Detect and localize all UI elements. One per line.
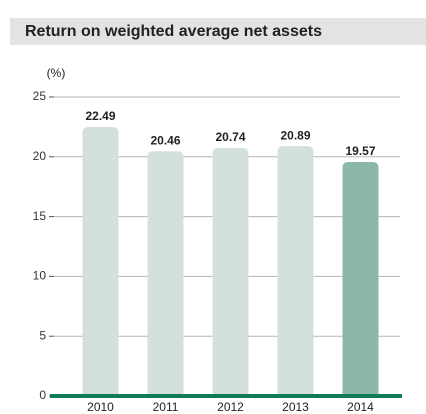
y-tick-label: 15: [33, 209, 47, 223]
bar: [342, 161, 379, 396]
value-label: 20.74: [215, 130, 245, 144]
y-tick-label: 10: [33, 269, 47, 283]
y-tick-label: 20: [33, 149, 47, 163]
x-tick-label: 2013: [282, 400, 309, 414]
bar: [82, 127, 119, 397]
value-label: 20.89: [280, 128, 310, 142]
x-tick-label: 2014: [347, 400, 374, 414]
x-tick-label: 2012: [217, 400, 244, 414]
y-tick-label: 25: [33, 89, 47, 103]
chart-title: Return on weighted average net assets: [25, 23, 322, 40]
bar: [277, 146, 314, 396]
y-tick-label: 5: [39, 328, 46, 342]
x-tick-label: 2011: [153, 400, 179, 414]
title-band: [10, 18, 426, 45]
x-tick-label: 2010: [87, 400, 114, 414]
bar: [212, 147, 249, 396]
y-axis-label: (%): [47, 66, 66, 80]
value-label: 22.49: [85, 109, 115, 123]
y-tick-label: 0: [39, 388, 46, 402]
value-label: 20.46: [150, 133, 180, 147]
bar: [147, 151, 184, 396]
value-label: 19.57: [345, 144, 375, 158]
